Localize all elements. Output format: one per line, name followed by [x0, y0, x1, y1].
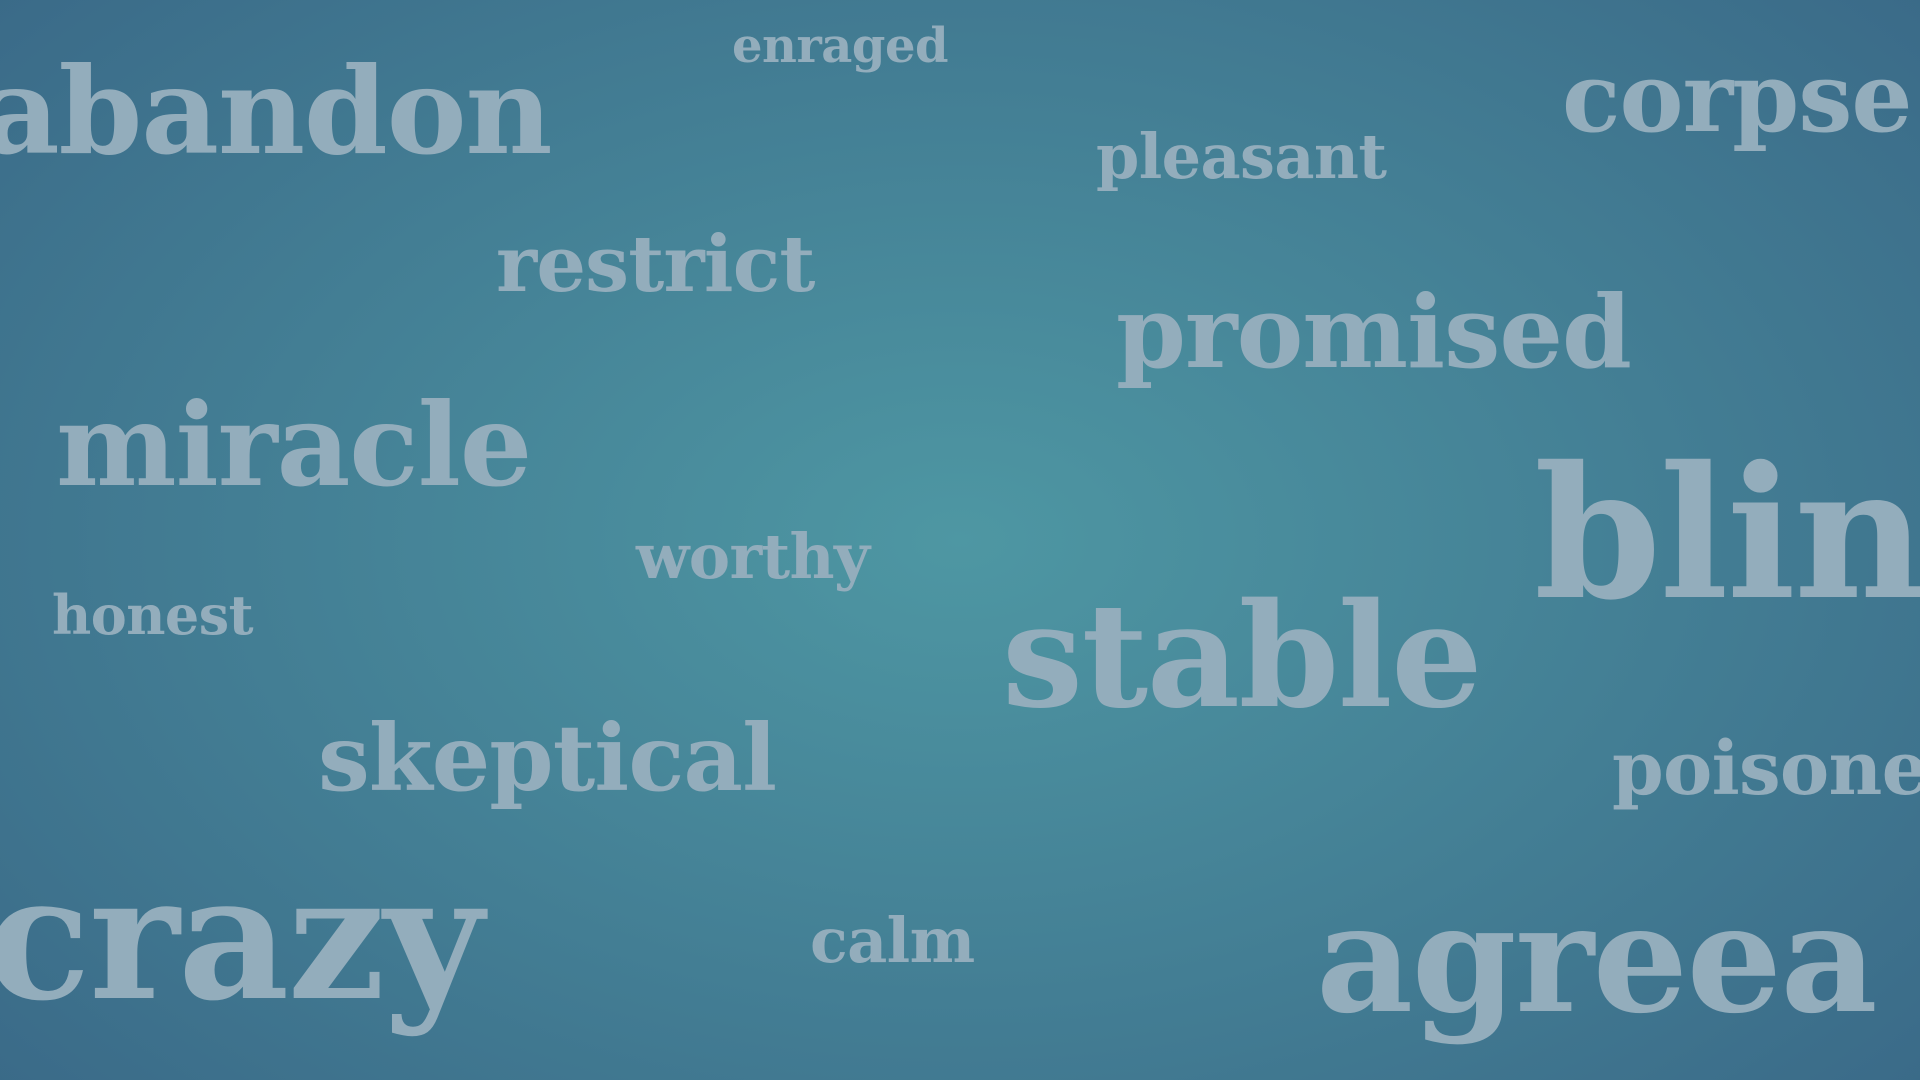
word-promised: promised — [1116, 273, 1632, 391]
word-pleasant: pleasant — [1096, 120, 1387, 193]
word-honest: honest — [52, 583, 254, 647]
word-stable: stable — [1002, 571, 1483, 740]
word-agreeable: agreea — [1316, 871, 1878, 1047]
word-corpse: corpse — [1562, 41, 1913, 154]
word-restrict: restrict — [496, 219, 815, 310]
word-worthy: worthy — [636, 520, 870, 593]
word-enraged: enraged — [732, 18, 949, 74]
word-calm: calm — [810, 904, 975, 977]
word-blind: blin — [1534, 426, 1920, 640]
word-abandon: abandon — [0, 41, 553, 182]
word-skeptical: skeptical — [318, 704, 777, 812]
word-poisoned: poisone — [1612, 726, 1920, 812]
word-crazy: crazy — [0, 836, 484, 1039]
word-miracle: miracle — [56, 378, 532, 512]
